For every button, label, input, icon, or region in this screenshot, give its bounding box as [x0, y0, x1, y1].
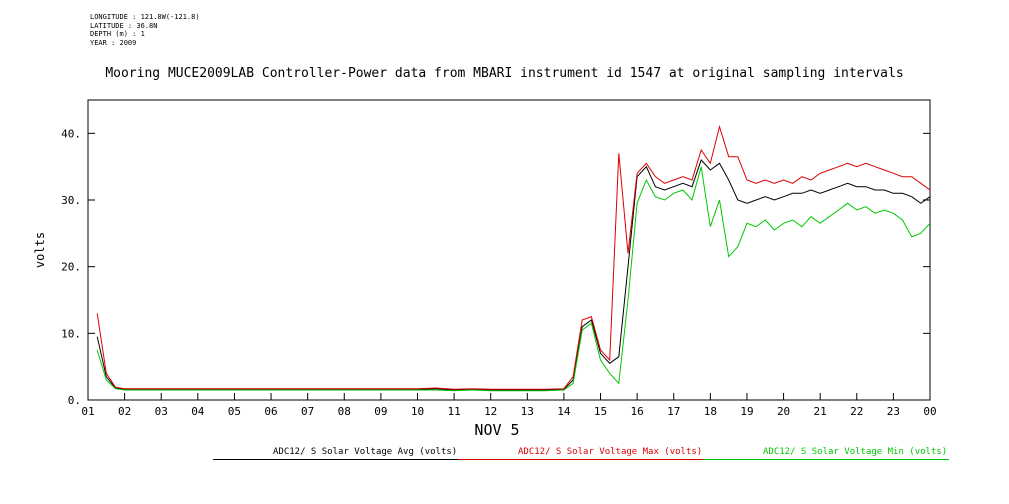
x-tick-label: 05 [228, 405, 241, 418]
x-tick-label: 20 [777, 405, 790, 418]
x-tick-label: 23 [887, 405, 900, 418]
x-tick-label: 13 [521, 405, 534, 418]
header-longitude: LONGITUDE : 121.8W(-121.8) [90, 13, 200, 21]
y-tick-label: 0. [68, 394, 81, 407]
x-axis-label: NOV 5 [474, 421, 519, 439]
x-tick-label: 12 [484, 405, 497, 418]
y-tick-label: 40. [61, 127, 81, 140]
y-tick-label: 10. [61, 327, 81, 340]
x-tick-label: 21 [814, 405, 827, 418]
x-tick-label: 18 [704, 405, 717, 418]
plot-box [87, 99, 931, 401]
header-depth: DEPTH (m) : 1 [90, 30, 145, 38]
x-tick-label: 09 [374, 405, 387, 418]
x-tick-label: 11 [447, 405, 460, 418]
y-tick-label: 20. [61, 261, 81, 274]
x-tick-label: 19 [740, 405, 753, 418]
x-tick-label: 15 [594, 405, 607, 418]
x-tick-label: 00 [923, 405, 936, 418]
series-line-min [96, 166, 931, 392]
x-tick-label: 06 [264, 405, 277, 418]
x-tick-label: 16 [631, 405, 644, 418]
x-tick-label: 02 [118, 405, 131, 418]
x-tick-label: 22 [850, 405, 863, 418]
x-tick-label: 03 [155, 405, 168, 418]
y-tick-label: 30. [61, 194, 81, 207]
series-line-max [96, 124, 931, 390]
x-tick-label: 08 [338, 405, 351, 418]
chart-title: Mooring MUCE2009LAB Controller-Power dat… [105, 66, 904, 81]
x-tick-label: 01 [81, 405, 94, 418]
x-tick-label: 04 [191, 405, 205, 418]
x-tick-label: 07 [301, 405, 314, 418]
x-tick-label: 17 [667, 405, 680, 418]
x-tick-label: 14 [557, 405, 571, 418]
y-axis-label: volts [33, 232, 47, 268]
series-line-avg [96, 159, 931, 391]
x-tick-label: 10 [411, 405, 424, 418]
header-year: YEAR : 2009 [90, 38, 137, 47]
header-info: LONGITUDE : 121.8W(-121.8) LATITUDE : 36… [90, 13, 200, 47]
header-latitude: LATITUDE : 36.8N [90, 21, 158, 30]
